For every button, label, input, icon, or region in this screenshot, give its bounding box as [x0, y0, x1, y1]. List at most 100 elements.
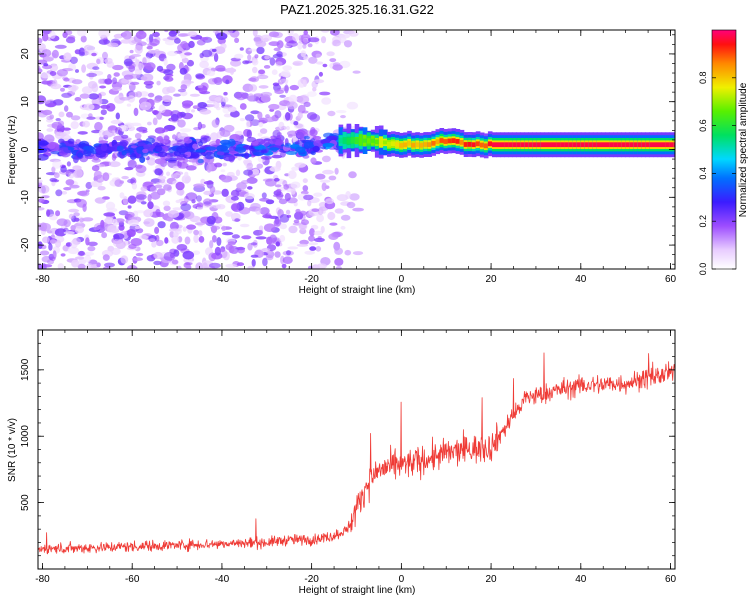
- spectrogram-cell: [225, 263, 238, 268]
- spectrogram-cell: [251, 59, 259, 66]
- spectrogram-cell: [171, 235, 180, 244]
- spectrogram-cell: [348, 171, 357, 179]
- spectrogram-cell: [130, 153, 137, 160]
- spectrogram-cell: [61, 92, 72, 98]
- spectrogram-cell: [213, 216, 223, 224]
- spectrogram-cell: [274, 184, 282, 188]
- spectrogram-cell: [48, 243, 53, 251]
- spectrogram-cell: [322, 169, 334, 175]
- spectrogram-cell: [102, 51, 108, 60]
- ridge-segment: [516, 142, 521, 148]
- spectrogram-cell: [271, 154, 283, 159]
- spectrogram-cell: [318, 71, 323, 77]
- spectrogram-cell: [116, 145, 124, 152]
- spectrogram-cell: [239, 47, 244, 51]
- spectrogram-cell: [121, 175, 129, 180]
- snr-series: [38, 352, 675, 555]
- spectrogram-cell: [188, 40, 195, 49]
- spectrogram-cell: [258, 121, 264, 128]
- spectrogram-cell: [63, 219, 71, 228]
- spectrogram-cell: [209, 262, 221, 269]
- snr-x-label: Height of straight line (km): [299, 585, 416, 596]
- x-tick-label: 0: [399, 274, 405, 285]
- spectrogram-cell: [60, 191, 68, 195]
- spectrogram-cell: [52, 160, 63, 169]
- spectrogram-cell: [41, 49, 52, 57]
- spectrogram-cell: [104, 78, 113, 85]
- spectrogram-cell: [177, 265, 182, 269]
- ridge-segment: [471, 142, 477, 148]
- spectrogram-cell: [77, 190, 88, 196]
- spectrogram-cell: [285, 209, 291, 215]
- spectrogram-cell: [147, 49, 158, 54]
- spectrogram-cell: [134, 44, 143, 54]
- spectrogram-cell: [87, 246, 96, 252]
- spectrogram-cell: [349, 193, 360, 201]
- spectrogram-cell: [234, 37, 240, 43]
- spectrogram-cell: [257, 74, 269, 80]
- spectrogram-cell: [235, 169, 241, 177]
- spectrogram-cell: [189, 93, 200, 97]
- spectrogram-cell: [140, 76, 148, 81]
- spectrogram-cell: [248, 84, 258, 92]
- ridge-segment: [536, 142, 541, 148]
- spectrogram-cell: [49, 114, 54, 120]
- spectrogram-cell: [219, 129, 231, 137]
- spectrogram-cell: [167, 50, 178, 57]
- spectrogram-cell: [269, 57, 276, 66]
- spectrogram-cell: [121, 134, 129, 139]
- spectrogram-cell: [40, 72, 51, 79]
- spectrogram-cell: [205, 146, 217, 151]
- spectrogram-cell: [261, 192, 267, 199]
- spectrogram-cell: [315, 246, 322, 252]
- spectrogram-cell: [225, 211, 233, 217]
- spectrogram-cell: [295, 146, 306, 153]
- spectrogram-cell: [234, 218, 240, 222]
- spectrogram-cell: [135, 210, 145, 214]
- x-tick-label: -20: [304, 274, 319, 285]
- spectrogram-cell: [43, 63, 49, 67]
- spectrogram-cell: [251, 259, 256, 267]
- spectrogram-cell: [250, 110, 260, 115]
- spectrogram-cell: [78, 51, 86, 57]
- ridge-segment: [560, 142, 566, 148]
- spectrogram-cell: [67, 247, 80, 255]
- ridge-segment: [625, 142, 630, 148]
- x-tick-label: -80: [35, 274, 50, 285]
- spectrogram-cell: [302, 178, 308, 184]
- spectrogram-cell: [275, 241, 280, 247]
- ridge-segment: [383, 140, 388, 145]
- spectrogram-cell: [111, 154, 117, 161]
- spectral-ridge: [338, 123, 675, 159]
- spectrogram-cell: [38, 42, 46, 51]
- spectrogram-cell: [199, 109, 212, 115]
- spectrogram-cell: [123, 58, 133, 67]
- spectrogram-cell: [288, 94, 298, 104]
- spectrogram-cell: [127, 195, 137, 204]
- ridge-segment: [346, 138, 352, 144]
- ridge-segment: [540, 142, 545, 148]
- spectrogram-cell: [203, 135, 211, 142]
- spectrogram-cell: [283, 184, 290, 190]
- spectrogram-cell: [172, 134, 177, 140]
- spectrogram-cell: [86, 72, 97, 78]
- spectrogram-cell: [246, 136, 257, 143]
- spectrogram-cell: [49, 177, 58, 183]
- ridge-segment: [431, 140, 436, 146]
- spectrogram-cell: [55, 118, 61, 122]
- spectrogram-cell: [68, 208, 80, 213]
- ridge-segment: [419, 142, 424, 148]
- spectrogram-cell: [322, 63, 328, 68]
- spectrogram-cell: [126, 103, 132, 107]
- spectrogram-cell: [179, 128, 192, 133]
- spectrogram-cell: [301, 110, 309, 114]
- spectrogram-cell: [332, 64, 343, 71]
- spectrogram-cell: [237, 246, 245, 254]
- spectrogram-panel: -80 -60 -40 -20 0 20 40 60 -20 -10 0 10 20 Height o…: [7, 29, 677, 296]
- spectrogram-cell: [279, 94, 286, 98]
- spectrogram-cell: [175, 181, 185, 191]
- spectrogram-cell: [276, 189, 282, 193]
- spectrogram-cell: [321, 155, 331, 163]
- spectrogram-cell: [278, 198, 288, 205]
- colorbar-gradient: [712, 30, 736, 269]
